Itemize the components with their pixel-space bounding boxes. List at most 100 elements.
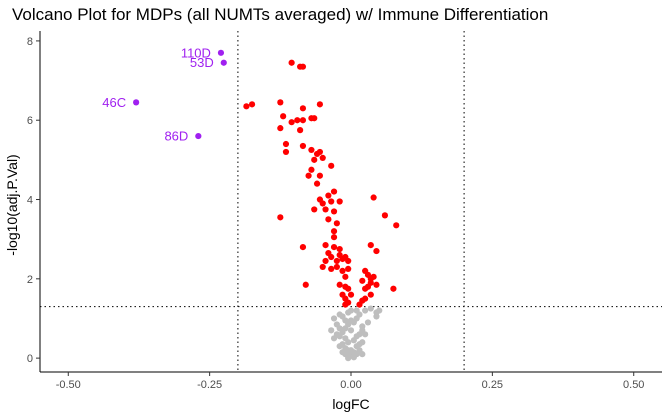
data-point (362, 307, 369, 314)
data-point (333, 220, 340, 227)
data-point (342, 273, 349, 280)
data-point (376, 307, 383, 314)
data-point (311, 115, 318, 122)
data-point (328, 162, 335, 169)
data-point (316, 148, 323, 156)
data-point (347, 291, 355, 298)
data-point (370, 273, 377, 280)
data-point (319, 154, 326, 161)
data-point (339, 267, 346, 274)
data-point (356, 301, 363, 308)
data-point (333, 331, 340, 338)
data-point (342, 325, 349, 332)
data-point (345, 285, 352, 292)
data-point (277, 125, 284, 132)
data-point (299, 243, 307, 251)
data-point (282, 148, 290, 156)
chart-title: Volcano Plot for MDPs (all NUMTs average… (12, 5, 548, 24)
data-point (353, 307, 360, 314)
data-point (305, 172, 312, 179)
axes: -0.50 -0.25 0.00 0.25 0.50 0 2 4 6 8 (27, 31, 662, 391)
data-point (347, 327, 355, 334)
data-point (362, 285, 369, 292)
x-tick-label: -0.50 (56, 379, 81, 391)
data-point (364, 319, 372, 326)
data-point (345, 257, 352, 265)
data-point (316, 172, 323, 179)
data-point (330, 234, 338, 241)
data-point (359, 277, 366, 284)
data-point (336, 245, 343, 253)
data-point (330, 188, 338, 195)
data-point (330, 315, 338, 322)
data-point (350, 354, 357, 361)
data-point (339, 349, 346, 356)
data-point (299, 117, 307, 124)
data-point (297, 127, 304, 134)
data-point (367, 291, 374, 298)
data-point (133, 99, 140, 106)
data-point (328, 327, 335, 334)
data-point (336, 343, 343, 350)
point-label: 46C (102, 95, 126, 110)
data-point (316, 101, 323, 108)
point-label: 110D (181, 45, 211, 60)
y-tick-label: 6 (27, 115, 33, 127)
data-point (311, 206, 318, 213)
data-point (367, 279, 374, 286)
data-point (342, 335, 349, 342)
data-point (299, 105, 307, 112)
data-point (313, 180, 321, 187)
data-point (336, 198, 343, 205)
y-tick-label: 8 (27, 36, 33, 48)
y-axis-title: -log10(adj.P.Val) (4, 154, 20, 255)
series-0 (243, 59, 400, 308)
x-tick-label: 0.00 (340, 379, 361, 391)
data-point (325, 216, 332, 223)
data-points (133, 49, 400, 362)
data-point (217, 49, 225, 56)
data-point (319, 263, 326, 271)
data-point (333, 257, 340, 265)
data-point (311, 156, 318, 163)
data-point (280, 113, 287, 120)
data-point (325, 192, 332, 199)
data-point (359, 351, 366, 358)
point-label: 53D (190, 55, 214, 70)
data-point (367, 242, 374, 249)
data-point (322, 206, 329, 213)
data-point (220, 59, 227, 66)
data-point (319, 200, 326, 207)
data-point (393, 222, 400, 229)
y-tick-label: 0 (27, 353, 33, 365)
data-point (342, 301, 349, 308)
data-point (336, 311, 343, 318)
x-axis-title: logFC (332, 396, 369, 412)
data-point (347, 317, 355, 324)
data-point (347, 307, 355, 314)
data-point (356, 341, 363, 348)
data-point (322, 242, 329, 249)
data-point (299, 63, 307, 70)
x-tick-label: 0.25 (482, 379, 503, 391)
data-point (294, 117, 301, 124)
data-point (381, 212, 389, 219)
data-point (333, 263, 340, 271)
data-point (328, 253, 335, 261)
data-point (367, 305, 374, 312)
data-point (288, 59, 295, 66)
y-tick-label: 4 (27, 195, 33, 207)
data-point (277, 214, 284, 221)
data-point (370, 194, 377, 201)
data-point (330, 243, 338, 251)
data-point (282, 140, 290, 148)
data-point (302, 281, 309, 288)
data-point (373, 247, 380, 255)
data-point (277, 99, 284, 106)
data-point (359, 327, 366, 334)
data-point (308, 146, 315, 154)
point-label: 86D (164, 129, 188, 144)
data-point (345, 355, 352, 362)
